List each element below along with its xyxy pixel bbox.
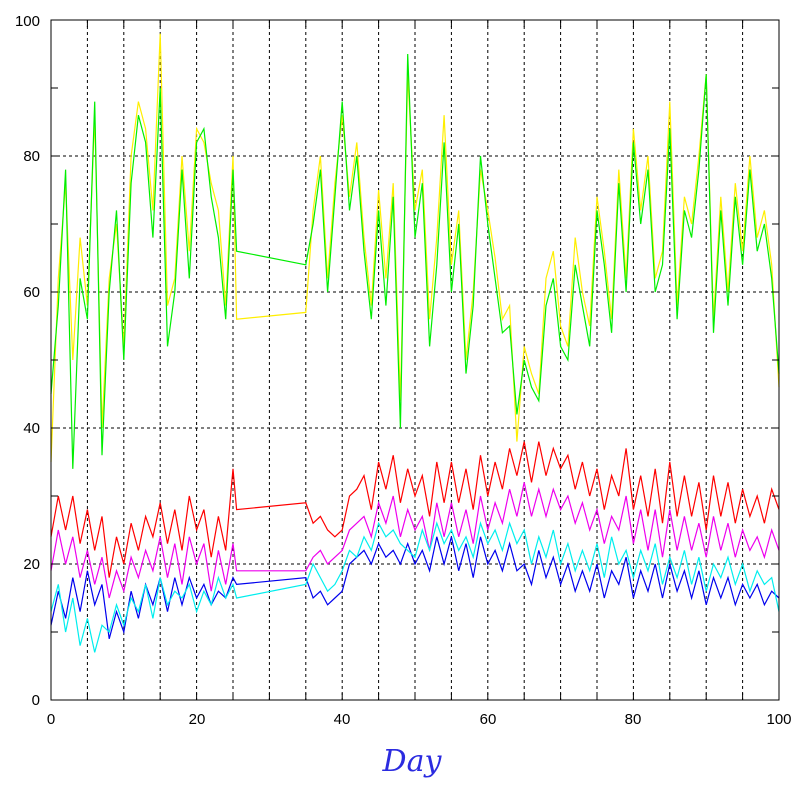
x-tick-label-20: 20 <box>189 711 206 728</box>
y-tick-label-20: 20 <box>23 556 40 573</box>
x-axis-tick-labels: 0 20 40 60 80 100 <box>47 711 792 728</box>
x-tick-label-100: 100 <box>766 711 791 728</box>
x-axis-title: Day <box>382 744 443 779</box>
y-tick-label-0: 0 <box>32 692 40 709</box>
x-tick-label-40: 40 <box>334 711 351 728</box>
series-line-red <box>50 441 780 578</box>
series-line-cyan <box>50 521 780 653</box>
y-tick-label-60: 60 <box>23 284 40 301</box>
series-line-magenta <box>50 482 780 599</box>
series-line-green <box>50 53 780 469</box>
y-tick-label-80: 80 <box>23 148 40 165</box>
series-line-yellow <box>50 33 780 463</box>
axis-ticks <box>50 19 780 701</box>
x-tick-label-0: 0 <box>47 711 55 728</box>
x-tick-label-60: 60 <box>480 711 497 728</box>
y-tick-label-100: 100 <box>15 13 40 30</box>
y-tick-label-40: 40 <box>23 420 40 437</box>
x-tick-label-80: 80 <box>625 711 642 728</box>
series-lines <box>50 33 780 653</box>
y-axis-tick-labels: 0 20 40 60 80 100 <box>15 13 40 709</box>
